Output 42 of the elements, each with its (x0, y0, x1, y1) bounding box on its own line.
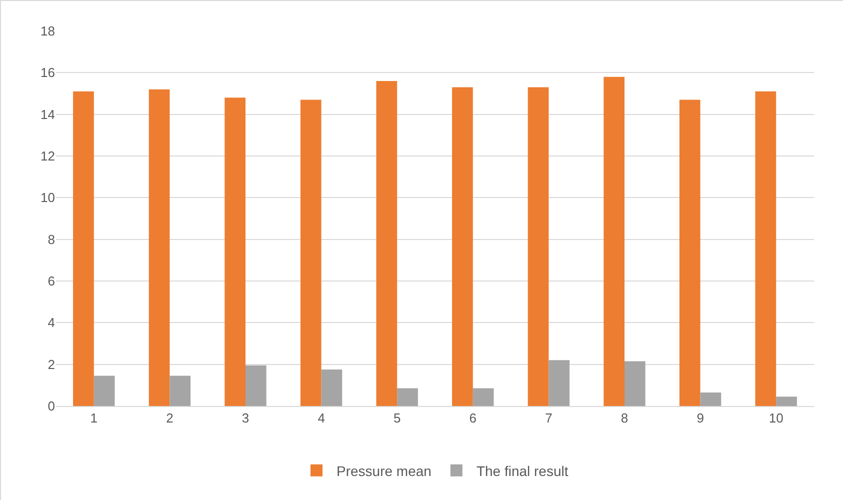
bar (528, 87, 549, 406)
y-tick-label: 16 (40, 65, 55, 80)
bar (73, 91, 94, 406)
bar (224, 98, 246, 406)
bar (548, 360, 570, 406)
bar (452, 87, 473, 406)
y-tick-label: 8 (48, 232, 55, 247)
x-tick-label: 6 (469, 410, 477, 426)
x-tick-label: 3 (242, 410, 250, 426)
x-tick-label: 1 (90, 410, 98, 426)
y-tick-label: 18 (40, 24, 55, 39)
bar (148, 89, 170, 406)
bar (321, 370, 342, 406)
y-tick-label: 2 (48, 356, 55, 372)
legend-label: The final result (476, 462, 568, 479)
bar (679, 100, 700, 406)
bar (94, 376, 115, 406)
bar (376, 81, 398, 406)
bar (300, 100, 322, 406)
bar (604, 76, 624, 406)
bar (170, 376, 191, 406)
x-tick-label: 7 (545, 410, 552, 426)
legend-label: Pressure mean (336, 462, 432, 479)
x-tick-label: 8 (620, 410, 628, 426)
x-tick-label: 4 (318, 410, 325, 426)
y-tick-label: 6 (48, 274, 55, 289)
y-tick-label: 14 (40, 106, 55, 122)
bar (472, 388, 494, 406)
x-tick-label: 10 (768, 410, 784, 426)
bar (246, 365, 266, 406)
x-tick-label: 9 (696, 410, 704, 426)
x-tick-label: 5 (393, 410, 401, 426)
y-tick-label: 4 (48, 315, 55, 330)
bar (776, 396, 797, 406)
bar (700, 392, 722, 406)
y-tick-label: 12 (40, 148, 55, 164)
y-tick-label: 10 (40, 190, 55, 206)
bar (624, 361, 646, 406)
y-tick-label: 0 (48, 398, 55, 414)
bar (397, 388, 418, 406)
x-tick-label: 2 (166, 410, 174, 426)
bar (755, 91, 776, 406)
